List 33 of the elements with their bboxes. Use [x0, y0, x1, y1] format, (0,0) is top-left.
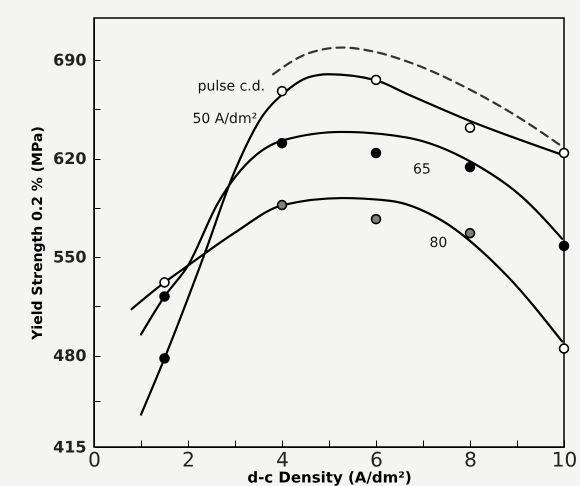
point — [370, 214, 382, 224]
point — [370, 148, 382, 158]
y-tick-label: 415 — [53, 438, 86, 456]
point — [159, 291, 170, 302]
point — [464, 162, 476, 172]
point — [159, 353, 170, 364]
y-tick-label: 480 — [53, 346, 86, 366]
series-label: 65 — [413, 162, 431, 178]
x-tick-label: 6 — [370, 448, 383, 472]
x-tick-label: 2 — [182, 448, 195, 472]
point — [558, 343, 570, 354]
point — [464, 228, 476, 238]
series-label: pulse c.d. — [198, 78, 266, 94]
x-tick-label: 10 — [552, 448, 578, 472]
x-tick-label: 4 — [276, 448, 289, 472]
point — [464, 122, 476, 133]
point — [276, 200, 288, 210]
point — [276, 138, 288, 148]
point — [370, 74, 382, 86]
point — [558, 240, 570, 252]
x-axis-title: d-c Density (A/dm²) — [247, 468, 412, 486]
y-axis-title: Yield Strength 0.2 % (MPa) — [30, 126, 46, 341]
point — [558, 148, 570, 158]
point — [276, 86, 288, 96]
x-tick-label: 0 — [88, 448, 101, 472]
series-label: 80 — [429, 235, 448, 252]
y-tick-label: 550 — [53, 248, 86, 267]
point — [159, 277, 170, 288]
line-series — [272, 46, 560, 146]
y-tick-label: 690 — [53, 50, 86, 70]
series-label: 50 A/dm² — [192, 111, 258, 128]
x-tick-label: 8 — [464, 448, 477, 472]
y-tick-label: 620 — [53, 149, 86, 168]
